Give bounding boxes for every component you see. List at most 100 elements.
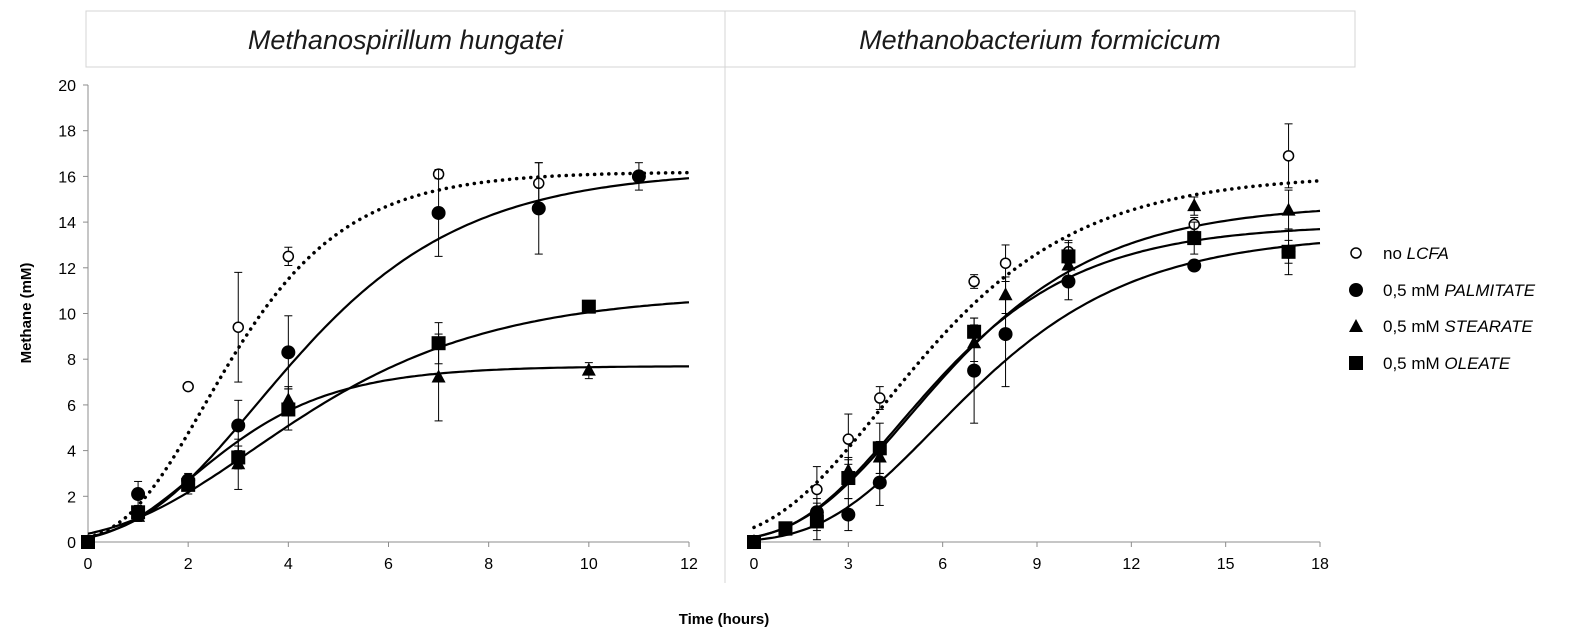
- fit-curve-no-lcfa: [752, 179, 1322, 530]
- legend-prefix-1: 0,5 mM: [1383, 281, 1444, 300]
- legend-item-stearate: 0,5 mM STEARATE: [1349, 317, 1534, 336]
- fit-curve-0-5-mm-palmitate: [753, 242, 1321, 542]
- legend-item-no-lcfa: no LCFA: [1350, 244, 1449, 263]
- legend-prefix-2: 0,5 mM: [1383, 317, 1444, 336]
- panel-title-left: Methanospirillum hungatei: [248, 25, 564, 55]
- filled-circle-icon: [1349, 283, 1363, 297]
- plot-methanobacterium: 0 3 6 9 12 15 18: [747, 123, 1329, 573]
- x-tick-label: 2: [184, 556, 193, 573]
- x-tick-label: 6: [938, 556, 947, 573]
- x-tick-label: 6: [384, 556, 393, 573]
- svg-text:0,5 mM PALMITATE: 0,5 mM PALMITATE: [1383, 281, 1536, 300]
- point-0-5-mm-oleate: [231, 450, 246, 465]
- y-tick-label: 8: [67, 352, 76, 369]
- point-0-5-mm-oleate: [1281, 244, 1296, 259]
- x-tick-label: 12: [680, 556, 698, 573]
- point-0-5-mm-oleate: [1061, 249, 1076, 264]
- point-0-5-mm-oleate: [872, 441, 887, 456]
- legend: no LCFA 0,5 mM PALMITATE 0,5 mM STEARATE…: [1349, 244, 1536, 373]
- point-no-lcfa: [811, 483, 823, 496]
- svg-text:0,5 mM OLEATE: 0,5 mM OLEATE: [1383, 354, 1511, 373]
- point-0-5-mm-palmitate: [281, 345, 296, 360]
- point-0-5-mm-oleate: [131, 505, 146, 520]
- point-no-lcfa: [968, 275, 980, 288]
- point-0-5-mm-oleate: [809, 514, 824, 529]
- point-0-5-mm-oleate: [967, 324, 982, 339]
- plot-methanospirillum: 0 2 4 6 8 10 12 14 16 18 20 0 2 4 6 8 10 12: [58, 78, 698, 573]
- y-tick-label: 10: [58, 307, 76, 324]
- filled-square-icon: [1349, 356, 1363, 370]
- point-0-5-mm-oleate: [581, 299, 596, 314]
- point-0-5-mm-oleate: [841, 471, 856, 486]
- point-no-lcfa: [1282, 150, 1295, 162]
- point-0-5-mm-palmitate: [431, 205, 446, 220]
- point-0-5-mm-palmitate: [1061, 274, 1076, 289]
- y-tick-label: 20: [58, 78, 76, 95]
- y-tick-label: 6: [67, 398, 76, 415]
- fit-curve-no-lcfa: [86, 170, 691, 540]
- point-0-5-mm-palmitate: [131, 487, 146, 502]
- point-no-lcfa: [282, 250, 295, 263]
- x-tick-label: 3: [844, 556, 853, 573]
- filled-triangle-icon: [1349, 319, 1363, 332]
- y-tick-label: 16: [58, 169, 76, 186]
- point-0-5-mm-oleate: [81, 535, 95, 549]
- y-tick-label: 0: [67, 535, 76, 552]
- point-no-lcfa: [232, 321, 244, 333]
- point-no-lcfa: [999, 257, 1012, 269]
- x-tick-label: 9: [1033, 556, 1042, 573]
- point-0-5-mm-stearate: [1187, 198, 1202, 212]
- title-box-right: [724, 10, 1356, 68]
- point-0-5-mm-palmitate: [531, 201, 546, 216]
- point-0-5-mm-palmitate: [1187, 258, 1202, 273]
- x-tick-label: 15: [1217, 556, 1235, 573]
- legend-prefix-0: no: [1383, 244, 1407, 263]
- fit-curve-0-5-mm-stearate: [753, 209, 1321, 539]
- point-0-5-mm-oleate: [431, 336, 446, 351]
- fit-curve-0-5-mm-oleate: [753, 228, 1321, 539]
- legend-name-0: LCFA: [1407, 244, 1449, 263]
- fit-curve-0-5-mm-oleate: [87, 301, 690, 535]
- x-tick-label: 10: [580, 556, 598, 573]
- point-0-5-mm-oleate: [181, 477, 196, 492]
- fit-curve-0-5-mm-palmitate: [87, 177, 690, 538]
- x-axis-title: Time (hours): [679, 611, 770, 628]
- point-no-lcfa: [842, 433, 855, 445]
- y-tick-label: 18: [58, 124, 76, 141]
- y-tick-label: 4: [67, 444, 76, 461]
- open-circle-icon: [1350, 247, 1362, 259]
- point-0-5-mm-palmitate: [231, 418, 246, 433]
- point-0-5-mm-palmitate: [631, 169, 646, 184]
- y-tick-label: 14: [58, 215, 76, 232]
- legend-prefix-3: 0,5 mM: [1383, 354, 1444, 373]
- point-0-5-mm-stearate: [431, 369, 446, 383]
- point-0-5-mm-palmitate: [841, 507, 856, 522]
- point-0-5-mm-stearate: [1281, 202, 1296, 216]
- point-0-5-mm-palmitate: [872, 475, 887, 490]
- point-no-lcfa: [182, 380, 194, 393]
- point-0-5-mm-stearate: [998, 287, 1013, 301]
- x-tick-label: 0: [750, 556, 759, 573]
- point-0-5-mm-palmitate: [998, 327, 1013, 342]
- y-tick-label: 2: [67, 489, 76, 506]
- point-0-5-mm-oleate: [1187, 231, 1202, 246]
- x-tick-label: 12: [1122, 556, 1140, 573]
- x-tick-label: 8: [484, 556, 493, 573]
- point-0-5-mm-palmitate: [967, 363, 982, 378]
- x-tick-label: 0: [84, 556, 93, 573]
- x-tick-label: 18: [1311, 556, 1329, 573]
- point-0-5-mm-oleate: [747, 535, 761, 549]
- point-no-lcfa: [874, 392, 886, 404]
- svg-text:no LCFA: no LCFA: [1383, 244, 1449, 263]
- panel-title-right: Methanobacterium formicicum: [859, 25, 1221, 55]
- x-tick-label: 4: [284, 556, 293, 573]
- legend-name-2: STEARATE: [1444, 317, 1533, 336]
- point-0-5-mm-oleate: [778, 521, 793, 536]
- y-axis-title: Methane (mM): [18, 263, 35, 364]
- legend-item-oleate: 0,5 mM OLEATE: [1349, 354, 1511, 373]
- legend-item-palmitate: 0,5 mM PALMITATE: [1349, 281, 1536, 300]
- title-box-left: [85, 10, 726, 68]
- point-0-5-mm-oleate: [281, 402, 296, 417]
- y-tick-label: 12: [58, 261, 76, 278]
